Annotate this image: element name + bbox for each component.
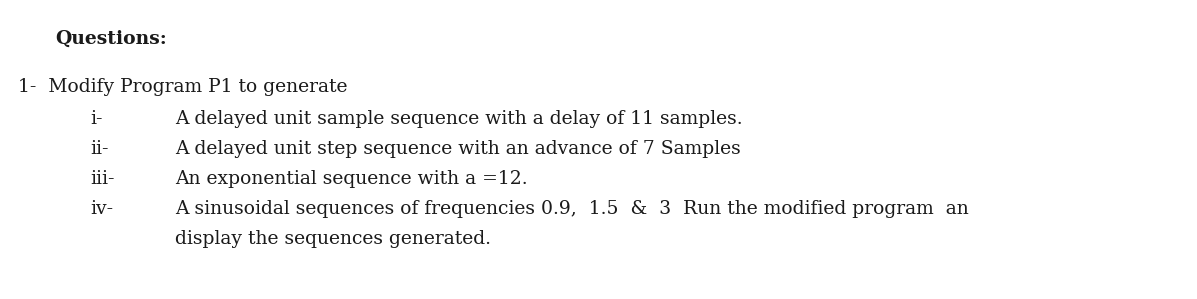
Text: A delayed unit sample sequence with a delay of 11 samples.: A delayed unit sample sequence with a de… bbox=[175, 110, 742, 128]
Text: Questions:: Questions: bbox=[55, 30, 166, 48]
Text: iii-: iii- bbox=[90, 170, 115, 188]
Text: A delayed unit step sequence with an advance of 7 Samples: A delayed unit step sequence with an adv… bbox=[175, 140, 741, 158]
Text: i-: i- bbox=[90, 110, 103, 128]
Text: iv-: iv- bbox=[90, 200, 114, 218]
Text: ii-: ii- bbox=[90, 140, 109, 158]
Text: A sinusoidal sequences of frequencies 0.9,  1.5  &  3  Run the modified program : A sinusoidal sequences of frequencies 0.… bbox=[175, 200, 968, 218]
Text: An exponential sequence with a =12.: An exponential sequence with a =12. bbox=[175, 170, 528, 188]
Text: 1-  Modify Program P1 to generate: 1- Modify Program P1 to generate bbox=[18, 78, 347, 96]
Text: display the sequences generated.: display the sequences generated. bbox=[175, 230, 491, 248]
